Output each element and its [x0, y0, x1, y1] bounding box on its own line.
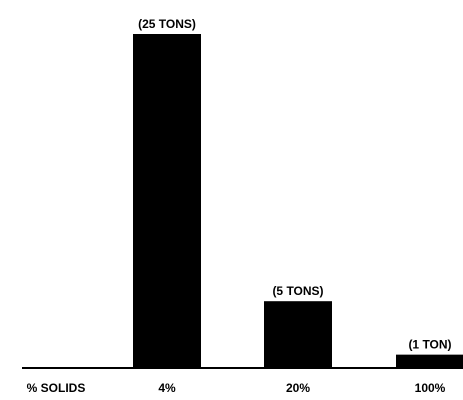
- bars-group: [133, 34, 463, 368]
- bar-100pct: [396, 354, 463, 368]
- data-label: (25 TONS): [138, 17, 196, 31]
- data-labels-group: (25 TONS) (5 TONS) (1 TON): [138, 17, 451, 352]
- bar-20pct: [264, 301, 332, 368]
- x-tick-label: 20%: [286, 381, 310, 395]
- x-tick-label: 100%: [415, 381, 446, 395]
- category-axis-title: % SOLIDS: [27, 381, 86, 395]
- data-label: (1 TON): [408, 338, 451, 352]
- x-tick-label: 4%: [158, 381, 176, 395]
- data-label: (5 TONS): [272, 284, 323, 298]
- x-tick-labels-group: % SOLIDS 4% 20% 100%: [27, 381, 446, 395]
- bar-4pct: [133, 34, 201, 368]
